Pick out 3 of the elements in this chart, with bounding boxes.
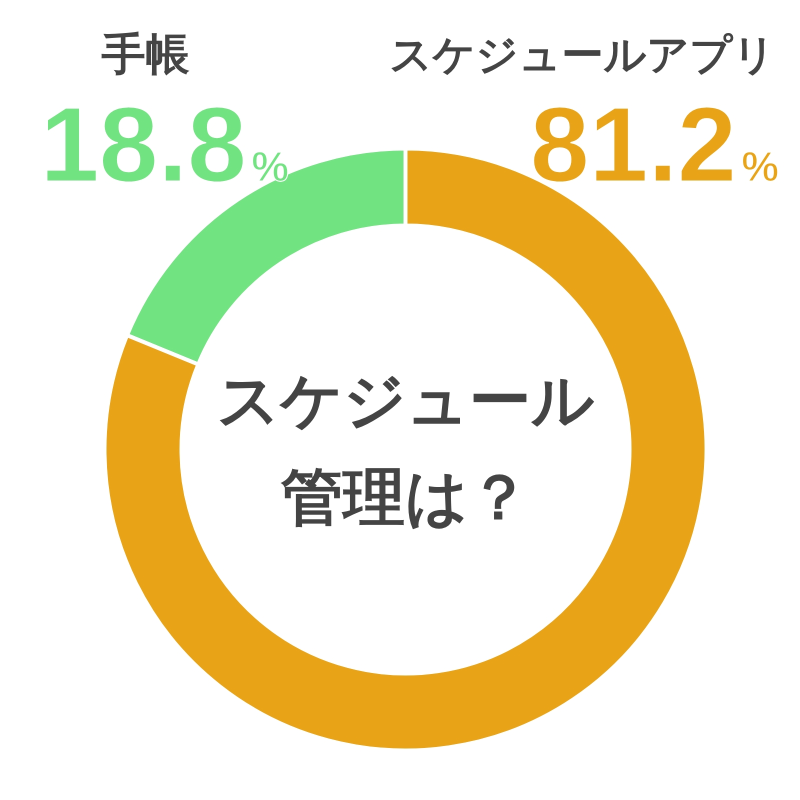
slice-label: スケジュールアプリ bbox=[390, 31, 776, 78]
slice-label: 手帳 bbox=[102, 30, 190, 79]
text: スケジュール管理は？ bbox=[217, 366, 595, 532]
